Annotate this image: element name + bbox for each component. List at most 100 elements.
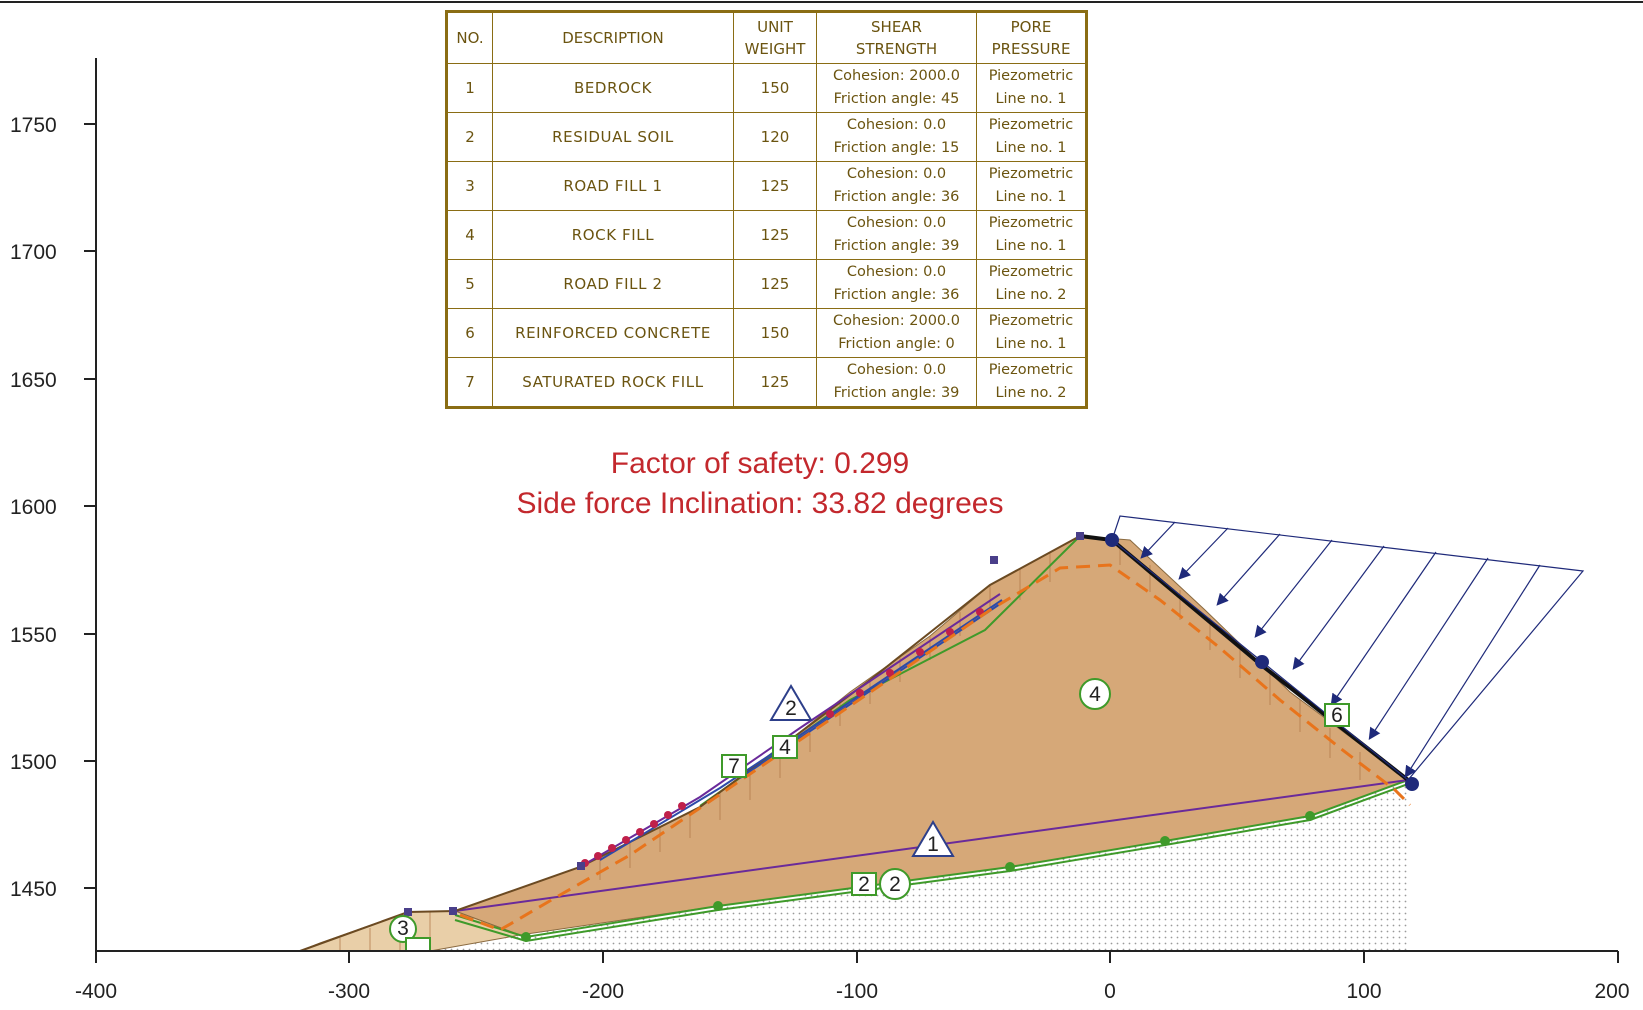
x-tick-label: -400	[75, 980, 117, 1003]
boundary-points	[521, 811, 1315, 942]
cell-shear-strength-line: Cohesion: 2000.0	[833, 313, 960, 329]
load-nodes	[1105, 533, 1419, 791]
cell-shear-strength: Cohesion: 0.0 Friction angle: 36	[816, 259, 977, 309]
cell-pore-pressure-line: Piezometric	[988, 117, 1074, 133]
cell-description: ROAD FILL 1	[492, 161, 734, 211]
material-label-2-text: 2	[889, 873, 901, 896]
cell-pore-pressure: Piezometric Line no. 1	[976, 308, 1087, 358]
cell-description: REINFORCED CONCRETE	[492, 308, 734, 358]
cell-pore-pressure-line: Piezometric	[988, 68, 1074, 84]
y-tick-label: 1650	[10, 369, 57, 392]
cell-pore-pressure: Piezometric Line no. 1	[976, 161, 1087, 211]
cell-pore-pressure: Piezometric Line no. 2	[976, 357, 1087, 408]
cell-pore-pressure-line: Line no. 2	[995, 287, 1067, 303]
cell-pore-pressure-line: Line no. 1	[995, 336, 1067, 352]
cell-pore-pressure-line: Piezometric	[988, 264, 1074, 280]
materials-table: NO. DESCRIPTION UNIT WEIGHT SHEAR STRENG…	[445, 10, 1088, 409]
piezo-label-2-text: 2	[785, 697, 797, 720]
cell-shear-strength-line: Cohesion: 0.0	[846, 166, 947, 182]
y-axis-ticks	[84, 123, 96, 889]
boundary-label-4a: 4	[772, 735, 798, 759]
header-no: NO.	[446, 11, 493, 64]
cell-unit-weight: 125	[733, 161, 817, 211]
cell-unit-weight: 150	[733, 63, 817, 113]
cell-unit-weight: 125	[733, 210, 817, 260]
boundary-label-7: 7	[721, 754, 747, 778]
x-tick-label: 0	[1104, 980, 1116, 1003]
y-tick-label: 1550	[10, 624, 57, 647]
cell-shear-strength-line: Friction angle: 15	[833, 140, 960, 156]
cell-shear-strength-line: Friction angle: 0	[838, 336, 955, 352]
critical-slip-surface	[459, 563, 1412, 932]
cell-unit-weight: 150	[733, 308, 817, 358]
material-row: 5 ROAD FILL 2 125 Cohesion: 0.0 Friction ang…	[446, 259, 1087, 309]
material-row: 3 ROAD FILL 1 125 Cohesion: 0.0 Friction ang…	[446, 161, 1087, 211]
header-shear-line2: STRENGTH	[855, 40, 938, 58]
boundary-label-6-text: 6	[1331, 704, 1343, 727]
cell-unit-weight: 125	[733, 357, 817, 408]
cell-shear-strength: Cohesion: 0.0 Friction angle: 36	[816, 161, 977, 211]
cell-unit-weight: 120	[733, 112, 817, 162]
cell-pore-pressure: Piezometric Line no. 1	[976, 210, 1087, 260]
header-shear-line1: SHEAR	[871, 18, 922, 36]
cell-pore-pressure-line: Line no. 1	[995, 91, 1067, 107]
cell-pore-pressure-line: Piezometric	[988, 215, 1074, 231]
cell-pore-pressure-line: Line no. 1	[995, 238, 1067, 254]
cell-no: 2	[446, 112, 493, 162]
header-pore-line1: PORE	[1010, 18, 1052, 36]
cell-shear-strength-line: Friction angle: 39	[833, 385, 960, 401]
boundary-label-6: 6	[1324, 703, 1350, 727]
header-unit-weight-line2: WEIGHT	[744, 40, 806, 58]
boundary-label-4a-text: 4	[779, 736, 791, 759]
materials-table-header: NO. DESCRIPTION UNIT WEIGHT SHEAR STRENG…	[446, 11, 1087, 64]
cell-pore-pressure-line: Piezometric	[988, 362, 1074, 378]
factor-of-safety: Factor of safety: 0.299	[610, 447, 910, 480]
cell-shear-strength-line: Friction angle: 45	[833, 91, 960, 107]
x-tick-label: 200	[1594, 980, 1629, 1003]
cell-shear-strength: Cohesion: 2000.0 Friction angle: 0	[816, 308, 977, 358]
cell-description: BEDROCK	[492, 63, 734, 113]
cell-pore-pressure-line: Line no. 1	[995, 140, 1067, 156]
material-row: 7 SATURATED ROCK FILL 125 Cohesion: 0.0 Fric…	[446, 357, 1087, 408]
x-tick-label: 100	[1346, 980, 1381, 1003]
analysis-result: Factor of safety: 0.299 Side force Incli…	[480, 444, 1040, 524]
material-label-2: 2	[879, 868, 911, 900]
load-envelope	[1111, 515, 1585, 781]
cell-description: RESIDUAL SOIL	[492, 112, 734, 162]
material-row: 6 REINFORCED CONCRETE 150 Cohesion: 2000.0 F…	[446, 308, 1087, 358]
x-axis-ticks	[95, 951, 1619, 963]
header-description: DESCRIPTION	[492, 11, 734, 64]
cell-pore-pressure: Piezometric Line no. 1	[976, 112, 1087, 162]
cell-no: 1	[446, 63, 493, 113]
x-tick-labels: -400 -300 -200 -100 0 100 200	[75, 980, 1630, 1003]
cell-shear-strength: Cohesion: 0.0 Friction angle: 39	[816, 357, 977, 408]
header-pore-line2: PRESSURE	[991, 40, 1071, 58]
cell-description: SATURATED ROCK FILL	[492, 357, 734, 408]
cell-shear-strength-line: Friction angle: 36	[833, 189, 960, 205]
material-label-4-text: 4	[1089, 683, 1101, 706]
piezo-label-1: 1	[911, 820, 955, 857]
bedrock-region	[400, 780, 1408, 951]
header-unit-weight-line1: UNIT	[757, 18, 793, 36]
y-tick-label: 1600	[10, 496, 57, 519]
y-tick-label: 1450	[10, 878, 57, 901]
boundary-label-2: 2	[851, 872, 877, 896]
cell-pore-pressure: Piezometric Line no. 1	[976, 63, 1087, 113]
cell-no: 7	[446, 357, 493, 408]
boundary-label-2-text: 2	[858, 873, 870, 896]
cell-no: 3	[446, 161, 493, 211]
cell-shear-strength: Cohesion: 2000.0 Friction angle: 45	[816, 63, 977, 113]
surface-markers	[404, 532, 1084, 916]
cell-no: 6	[446, 308, 493, 358]
material-row: 4 ROCK FILL 125 Cohesion: 0.0 Friction angle…	[446, 210, 1087, 260]
boundary-label-7-text: 7	[728, 755, 740, 778]
x-tick-label: -300	[328, 980, 370, 1003]
cell-shear-strength-line: Cohesion: 0.0	[846, 117, 947, 133]
cell-shear-strength-line: Cohesion: 0.0	[846, 264, 947, 280]
piezo-label-2: 2	[769, 684, 813, 721]
boundary-label-4b	[405, 937, 431, 952]
piezo-label-1-text: 1	[927, 833, 939, 856]
y-tick-label: 1700	[10, 241, 57, 264]
x-tick-label: -200	[582, 980, 624, 1003]
